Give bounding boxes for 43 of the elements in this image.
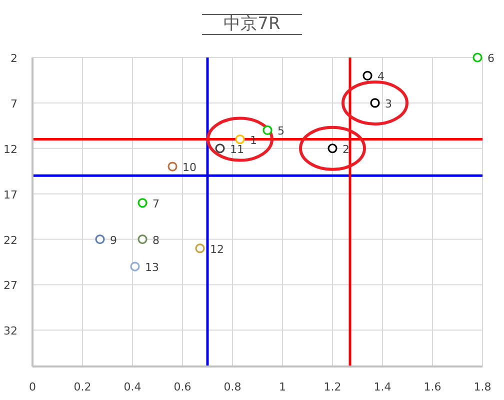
y-tick-label: 17 <box>4 188 18 202</box>
point <box>138 198 148 208</box>
point <box>168 162 178 172</box>
y-tick-label: 32 <box>4 324 18 338</box>
y-tick-label: 27 <box>4 279 18 292</box>
y-tick-label: 22 <box>4 234 18 247</box>
series-label: 6 <box>488 52 494 65</box>
series-label: 9 <box>110 234 117 247</box>
y-tick-label: 12 <box>4 142 18 156</box>
point <box>215 144 225 154</box>
series-label: 12 <box>210 242 224 256</box>
point <box>472 52 482 62</box>
x-tick-label: 0 <box>29 380 36 394</box>
x-tick-label: 1.2 <box>324 380 342 394</box>
series-label: 7 <box>152 197 160 210</box>
x-tick-label: 1.4 <box>374 380 392 394</box>
chart-title: 中京7R <box>202 14 302 35</box>
point <box>130 262 140 272</box>
series-label: 2 <box>342 142 350 156</box>
x-tick-label: 0.6 <box>174 380 192 394</box>
x-tick-label: 0.4 <box>124 380 142 394</box>
point <box>262 125 272 135</box>
x-tick-label: 0.2 <box>74 380 92 394</box>
x-tick-label: 1.6 <box>424 380 442 394</box>
series-label: 4 <box>378 70 384 84</box>
x-tick-label: 1.8 <box>474 380 492 394</box>
point <box>362 70 372 80</box>
point <box>95 234 105 244</box>
x-tick-label: 0.8 <box>224 380 242 394</box>
series-label: 10 <box>182 161 196 174</box>
point <box>138 234 148 244</box>
point <box>370 98 380 108</box>
point <box>235 134 245 144</box>
series-label: 13 <box>145 261 159 274</box>
point <box>328 144 338 154</box>
x-tick-label: 1 <box>279 380 286 394</box>
series-label: 5 <box>278 124 284 138</box>
y-tick-label: 7 <box>10 97 18 110</box>
y-tick-label: 2 <box>10 52 18 65</box>
series-label: 11 <box>230 142 244 156</box>
series-label: 3 <box>385 97 392 110</box>
point <box>195 244 205 254</box>
series-label: 8 <box>152 234 160 247</box>
